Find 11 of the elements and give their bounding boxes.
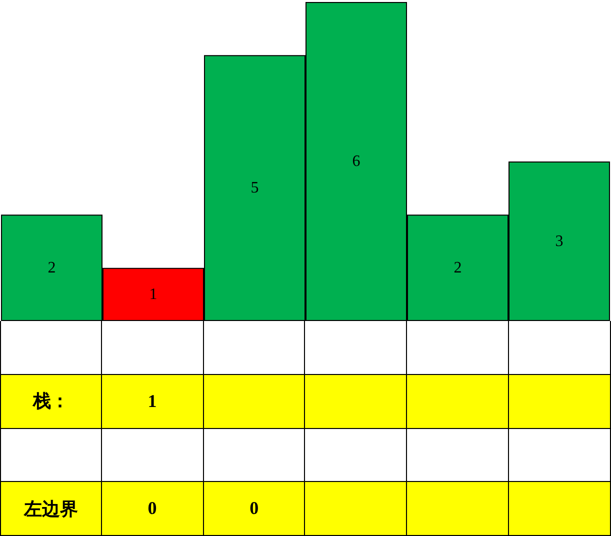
data-label: 2 [454,259,462,276]
table-cell: 栈： [0,374,102,428]
data-label: 5 [250,180,259,197]
data-label: 1 [149,286,158,303]
table-cell: 0 [204,482,306,536]
data-label: 2 [48,259,56,276]
data-label: 3 [555,232,564,250]
table-cell: 1 [102,374,204,428]
table-cell: 0 [102,482,204,536]
table-cell: 左边界 [0,482,102,536]
data-label: 6 [352,153,360,170]
